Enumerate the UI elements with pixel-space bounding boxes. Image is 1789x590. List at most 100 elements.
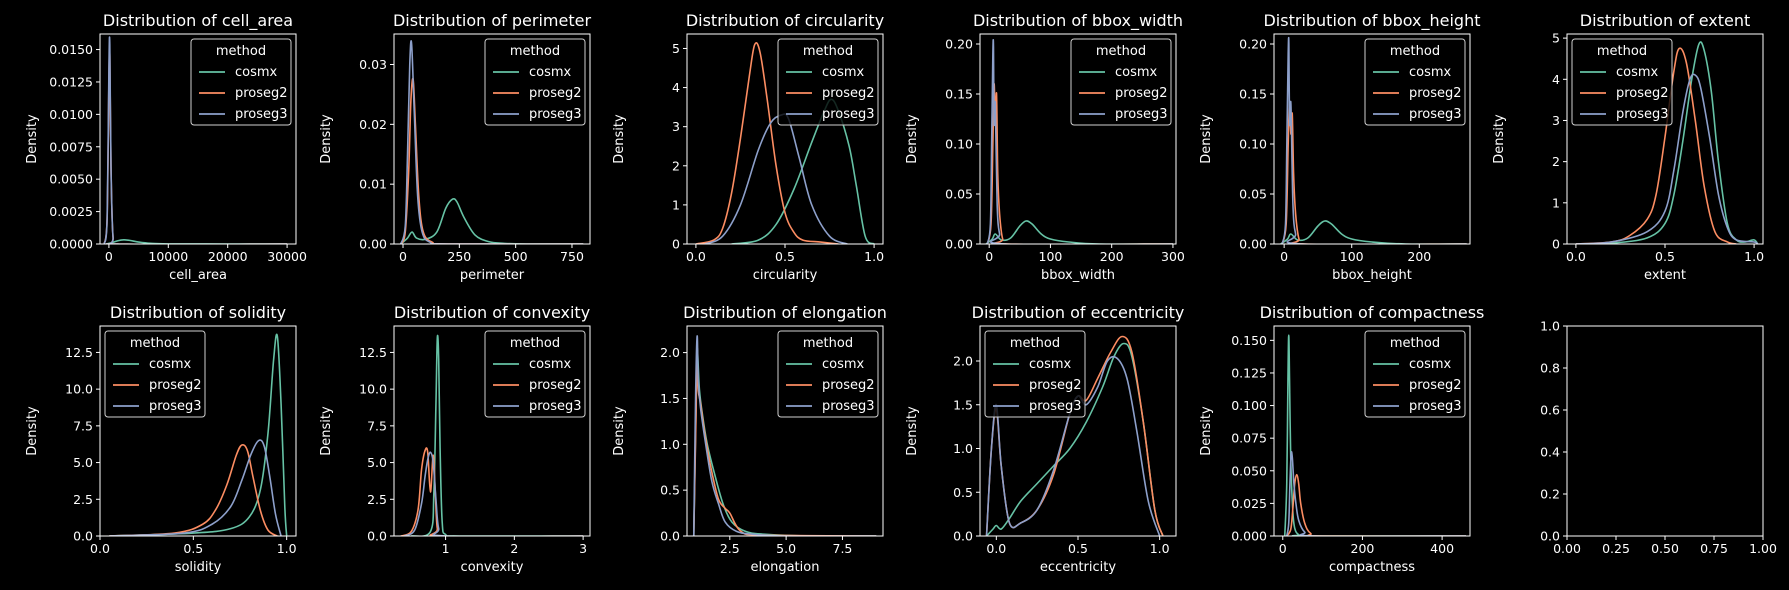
x-tick-label: 0 xyxy=(1280,249,1288,264)
axes-frame xyxy=(979,33,1177,245)
legend-entry-proseg2: proseg2 xyxy=(1029,378,1082,393)
x-tick-label: 0 xyxy=(399,249,407,264)
x-tick-label: 2 xyxy=(510,541,518,556)
legend: method cosmx proseg2 proseg3 xyxy=(777,38,879,126)
subplot-title: Distribution of convexity xyxy=(394,303,590,322)
legend-title: method xyxy=(510,44,560,59)
y-tick-label: 3 xyxy=(1552,113,1560,128)
legend-frame xyxy=(484,38,586,126)
y-tick-label: 2.0 xyxy=(953,354,973,369)
y-tick-label: 0.0150 xyxy=(49,42,93,57)
series-line-proseg2 xyxy=(109,443,278,536)
axes-frame xyxy=(1273,325,1471,537)
subplot-title: Distribution of cell_area xyxy=(103,11,293,31)
legend-title: method xyxy=(803,44,853,59)
legend-frame xyxy=(1571,38,1673,126)
y-tick-label: 0.150 xyxy=(1231,333,1267,348)
y-axis-label: Density xyxy=(612,114,627,164)
x-axis-label: bbox_height xyxy=(1332,268,1412,283)
y-tick-label: 0.05 xyxy=(1239,187,1267,202)
x-tick-label: 0.00 xyxy=(1553,541,1581,556)
legend-entry-proseg3: proseg3 xyxy=(1409,107,1462,122)
x-tick-label: 30000 xyxy=(267,249,307,264)
x-tick-label: 750 xyxy=(560,249,584,264)
subplot-1: 0 10000 20000 30000 0.0000 0.0025 0.0050 0.0075… xyxy=(25,11,307,283)
legend: method cosmx proseg2 proseg3 xyxy=(1571,38,1673,126)
y-tick-label: 2.5 xyxy=(73,492,93,507)
x-axis-label: solidity xyxy=(175,560,222,575)
legend-frame xyxy=(777,330,879,418)
y-tick-label: 7.5 xyxy=(73,418,93,433)
axes-frame xyxy=(1273,33,1471,245)
legend-entry-proseg3: proseg3 xyxy=(235,107,288,122)
y-tick-label: 1 xyxy=(672,197,680,212)
y-axis-label: Density xyxy=(319,406,334,456)
y-tick-label: 0.6 xyxy=(1540,403,1560,418)
series-line-proseg3 xyxy=(986,39,1173,244)
y-axis-label: Density xyxy=(905,114,920,164)
series-group xyxy=(109,333,288,536)
legend-frame xyxy=(190,38,292,126)
x-tick-label: 200 xyxy=(1100,249,1124,264)
x-tick-label: 1.00 xyxy=(1749,541,1777,556)
legend-frame xyxy=(1070,38,1172,126)
series-line-proseg3 xyxy=(1285,451,1467,536)
y-tick-label: 1.0 xyxy=(660,437,680,452)
legend-title: method xyxy=(130,336,180,351)
y-tick-label: 0.100 xyxy=(1231,398,1267,413)
x-tick-label: 0 xyxy=(985,249,993,264)
y-tick-label: 0.0 xyxy=(660,529,680,544)
x-axis-label: convexity xyxy=(461,560,524,575)
legend-entry-proseg3: proseg3 xyxy=(1409,399,1462,414)
legend-entry-cosmx: cosmx xyxy=(822,65,865,80)
y-tick-label: 0.15 xyxy=(945,87,973,102)
y-tick-label: 0.0 xyxy=(1540,529,1560,544)
legend-entry-proseg2: proseg2 xyxy=(822,86,875,101)
legend: method cosmx proseg2 proseg3 xyxy=(984,330,1086,418)
y-tick-label: 0.01 xyxy=(359,177,387,192)
x-tick-label: 200 xyxy=(1407,249,1431,264)
legend-entry-cosmx: cosmx xyxy=(529,357,572,372)
legend: method cosmx proseg2 proseg3 xyxy=(104,330,206,418)
y-tick-label: 0.20 xyxy=(945,37,973,52)
x-tick-label: 500 xyxy=(504,249,528,264)
x-tick-label: 0.0 xyxy=(686,249,706,264)
legend-entry-proseg2: proseg2 xyxy=(529,378,582,393)
y-axis-label: Density xyxy=(25,114,40,164)
subplot-7: 0.0 0.5 1.0 0.0 2.5 5.0 7.5 10.0 12.5 Distributio… xyxy=(25,303,297,575)
subplot-9: 2.5 5.0 7.5 0.0 0.5 1.0 1.5 2.0 Distribution of … xyxy=(612,303,887,575)
x-axis-label: extent xyxy=(1644,268,1686,283)
x-tick-label: 0 xyxy=(1279,541,1287,556)
legend: method cosmx proseg2 proseg3 xyxy=(1364,330,1466,418)
x-axis-label: cell_area xyxy=(169,268,227,283)
y-tick-label: 4 xyxy=(1552,72,1560,87)
series-line-cosmx xyxy=(1575,41,1759,244)
series-line-proseg3 xyxy=(103,36,288,244)
y-tick-label: 0.00 xyxy=(1239,237,1267,252)
subplot-title: Distribution of perimeter xyxy=(393,11,592,30)
y-tick-label: 2 xyxy=(1552,154,1560,169)
x-tick-label: 0.5 xyxy=(1655,249,1675,264)
y-tick-label: 5.0 xyxy=(367,455,387,470)
legend-title: method xyxy=(1010,336,1060,351)
y-tick-label: 0.0 xyxy=(73,529,93,544)
legend: method cosmx proseg2 proseg3 xyxy=(484,38,586,126)
x-axis-label: circularity xyxy=(753,268,818,283)
y-tick-label: 0.03 xyxy=(359,57,387,72)
series-line-proseg2 xyxy=(1575,47,1737,244)
y-tick-label: 0.4 xyxy=(1540,445,1560,460)
y-tick-label: 12.5 xyxy=(65,345,93,360)
x-axis-label: bbox_width xyxy=(1041,268,1115,283)
series-line-proseg2 xyxy=(1286,473,1467,536)
legend-entry-cosmx: cosmx xyxy=(529,65,572,80)
subplot-title: Distribution of circularity xyxy=(686,11,884,30)
x-tick-label: 1 xyxy=(442,541,450,556)
axes-frame xyxy=(393,325,591,537)
y-tick-label: 0.0025 xyxy=(49,204,93,219)
subplot-6: 0.0 0.5 1.0 0 1 2 3 4 5 Distribution of extent ext… xyxy=(1492,11,1764,283)
subplot-2: 0 250 500 750 0.00 0.01 0.02 0.03 Distribution o… xyxy=(319,11,591,283)
subplot-5: 0 100 200 0.00 0.05 0.10 0.15 0.20 Distribution … xyxy=(1199,11,1481,283)
y-tick-label: 0.0 xyxy=(953,529,973,544)
x-tick-label: 3 xyxy=(579,541,587,556)
